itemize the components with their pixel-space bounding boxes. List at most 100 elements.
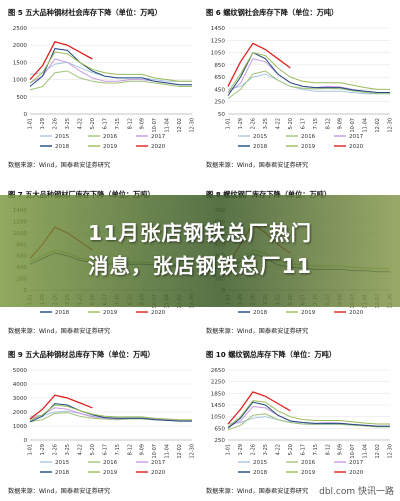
legend-label: 2015 — [55, 460, 70, 466]
series-line-2020 — [227, 391, 291, 425]
y-tick-label: 1450 — [211, 403, 226, 409]
x-tick-label: 7-15 — [313, 118, 319, 129]
x-tick-label: 4-22 — [77, 118, 83, 129]
headline-banner[interactable]: 11月张店钢铁总厂热门 消息，张店钢铁总厂11 — [0, 195, 400, 307]
series-line-2020 — [227, 42, 291, 87]
x-tick-label: 1-29 — [40, 118, 46, 129]
x-tick-label: 1-01 — [28, 444, 34, 455]
x-tick-label: 4-22 — [275, 118, 281, 129]
x-tick-label: 10-07 — [152, 444, 158, 459]
y-tick-label: 650 — [214, 75, 225, 81]
series-line-2019 — [29, 51, 192, 84]
x-tick-label: 2-26 — [53, 118, 59, 129]
source-note: 数据来源：Wind，国泰君安证券研究 — [8, 328, 111, 335]
x-tick-label: 10-07 — [350, 444, 356, 459]
panel-title: 图 7 五大品种钢材厂库存下降（单位：万吨） — [8, 190, 155, 200]
x-tick-label: 6-17 — [102, 444, 108, 455]
x-tick-label: 4-22 — [275, 444, 281, 455]
legend-label: 2017 — [151, 460, 166, 466]
y-tick-label: 3000 — [13, 396, 28, 402]
legend-label: 2017 — [151, 134, 166, 140]
x-tick-label: 9-09 — [140, 118, 146, 129]
watermark-text: dbl.com 快讯一路 — [319, 487, 394, 497]
y-tick-label: 2650 — [211, 368, 226, 374]
y-tick-label: 1450 — [211, 26, 226, 32]
legend-label: 2016 — [103, 134, 118, 140]
legend-label: 2016 — [103, 460, 118, 466]
series-line-2018 — [29, 403, 192, 423]
x-tick-label: 10-07 — [350, 118, 356, 133]
y-tick-label: 1050 — [211, 51, 226, 57]
y-tick-label: 4000 — [13, 382, 28, 388]
legend-label: 2015 — [55, 134, 70, 140]
x-tick-label: 7-15 — [313, 444, 319, 455]
x-tick-label: 1-29 — [40, 444, 46, 455]
line-chart: 5000 4000 3000 2000 1000 01-01 1-29 2-26 3-25 4-2… — [13, 368, 196, 476]
legend-label: 2015 — [253, 134, 268, 140]
x-tick-label: 2-26 — [251, 444, 257, 455]
x-tick-label: 5-20 — [288, 444, 294, 455]
y-tick-label: 850 — [214, 63, 225, 69]
source-note: 数据来源：Wind，国泰君安证券研究 — [206, 488, 309, 495]
legend-label: 2018 — [253, 470, 268, 476]
y-tick-label: 450 — [214, 87, 225, 93]
x-tick-label: 3-25 — [263, 444, 269, 455]
panel-title: 图 6 螺纹钢社会库存下降（单位：万吨） — [206, 8, 339, 17]
series-line-2018 — [227, 401, 390, 429]
panel-fig5: 图 5 五大品种钢材社会库存下降（单位：万吨） 2500 2000 1500 1000… — [4, 4, 198, 180]
x-tick-label: 1-29 — [238, 444, 244, 455]
x-tick-label: 1-29 — [238, 118, 244, 129]
y-tick-label: 1500 — [13, 60, 28, 66]
x-tick-label: 12-30 — [388, 444, 394, 459]
line-chart: 2500 2000 1500 1000 500 01-01 1-29 2-26 3-25 4-22… — [13, 26, 196, 150]
legend-label: 2019 — [103, 144, 118, 150]
source-note: 数据来源：Wind，国泰君安证券研究 — [206, 328, 309, 335]
y-tick-label: 5000 — [13, 368, 28, 374]
x-tick-label: 6-17 — [300, 118, 306, 129]
x-tick-label: 8-12 — [127, 118, 133, 129]
x-tick-label: 12-30 — [190, 118, 196, 133]
x-tick-label: 12-02 — [177, 118, 183, 133]
series-line-2019 — [29, 404, 192, 421]
x-tick-label: 3-25 — [263, 118, 269, 129]
x-tick-label: 7-15 — [115, 444, 121, 455]
source-note: 数据来源：Wind，国泰君安证券研究 — [8, 488, 111, 495]
series-line-2020 — [29, 394, 93, 420]
series-line-2016 — [227, 70, 390, 100]
panel-fig9: 图 9 五大品种钢材总库存下降（单位：万吨） 5000 4000 3000 2000 1… — [4, 346, 198, 501]
x-tick-label: 12-30 — [388, 118, 394, 133]
legend-label: 2019 — [301, 310, 316, 316]
series-line-2016 — [227, 413, 390, 431]
line-chart: 1450 1250 1050 850 650 450 250 501-01 1-29 2-26 3-… — [211, 26, 394, 150]
legend-label: 2016 — [301, 134, 316, 140]
legend-label: 2016 — [301, 460, 316, 466]
headline-line-2: 消息，张店钢铁总厂11 — [87, 254, 313, 278]
legend-label: 2020 — [151, 144, 166, 150]
y-tick-label: 0 — [23, 438, 27, 444]
y-tick-label: 1250 — [211, 38, 226, 44]
legend-label: 2019 — [301, 470, 316, 476]
legend-label: 2020 — [151, 470, 166, 476]
x-tick-label: 12-30 — [190, 444, 196, 459]
legend-label: 2018 — [253, 144, 268, 150]
x-tick-label: 7-15 — [115, 118, 121, 129]
y-tick-label: 250 — [214, 438, 225, 444]
x-tick-label: 8-12 — [127, 444, 133, 455]
y-tick-label: 2250 — [211, 380, 226, 386]
x-tick-label: 1-01 — [226, 118, 232, 129]
x-tick-label: 11-04 — [363, 118, 369, 133]
legend-label: 2020 — [151, 310, 166, 316]
legend-label: 2019 — [301, 144, 316, 150]
x-tick-label: 12-02 — [177, 444, 183, 459]
headline-line-1: 11月张店钢铁总厂热门 — [87, 221, 313, 245]
panel-fig10: 图 10 螺纹钢总库存下降（单位：万吨） 2650 2250 1850 1450 105… — [202, 346, 396, 501]
series-line-2019 — [227, 52, 390, 93]
legend-label: 2017 — [349, 134, 364, 140]
x-tick-label: 2-26 — [251, 118, 257, 129]
series-line-2018 — [29, 48, 192, 87]
series-line-2020 — [29, 41, 93, 81]
y-tick-label: 1000 — [13, 424, 28, 430]
legend-label: 2019 — [103, 310, 118, 316]
x-tick-label: 10-07 — [152, 118, 158, 133]
